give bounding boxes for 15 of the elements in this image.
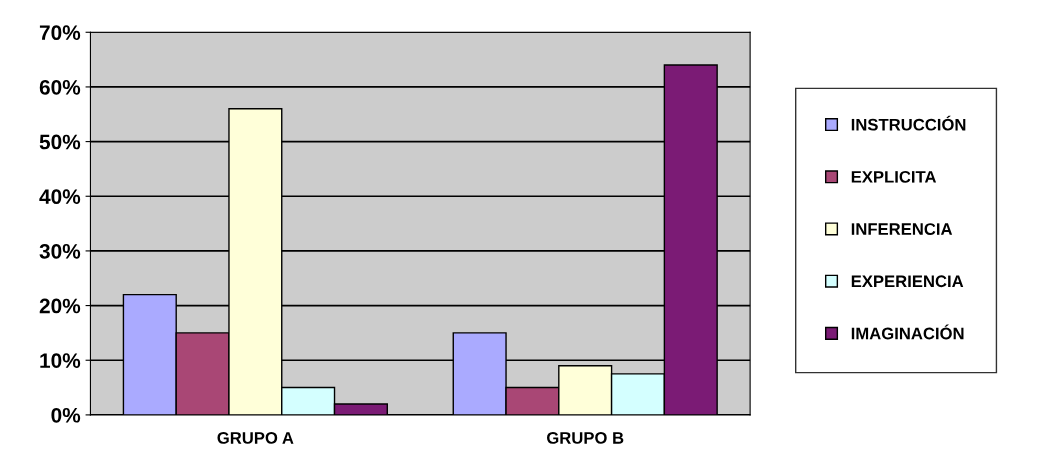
- y-tick-label: 30%: [39, 243, 81, 259]
- legend-label: IMAGINACIÓN: [851, 324, 964, 340]
- y-tick-label: 0%: [51, 407, 81, 423]
- y-tick-label: 40%: [39, 189, 81, 205]
- y-tick-label: 70%: [39, 25, 81, 41]
- legend-label: INSTRUCCIÓN: [851, 115, 966, 131]
- x-tick-label: GRUPO B: [546, 432, 624, 444]
- y-tick-label: 10%: [40, 353, 81, 368]
- y-tick-label: 20%: [39, 298, 81, 314]
- y-tick-label: 50%: [39, 134, 81, 150]
- legend-label: INFERENCIA: [851, 223, 953, 235]
- y-tick-label: 60%: [39, 79, 81, 95]
- legend-label: EXPERIENCIA: [851, 275, 964, 288]
- legend-label: EXPLICITA: [851, 170, 937, 183]
- x-tick-label: GRUPO A: [217, 432, 294, 444]
